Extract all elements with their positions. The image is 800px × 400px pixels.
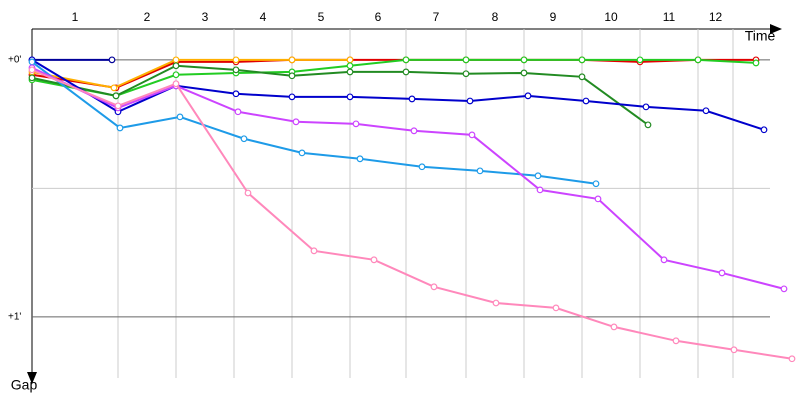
x-tick-label: 9 (550, 10, 557, 24)
data-point (578, 56, 586, 64)
series (28, 62, 652, 129)
series-line (31, 61, 597, 185)
data-point (642, 103, 650, 111)
data-point (402, 56, 410, 64)
data-point (636, 56, 644, 64)
series (28, 66, 796, 363)
x-tick-label: 1 (72, 10, 79, 24)
data-point (466, 97, 474, 105)
data-point (112, 92, 120, 100)
data-point (536, 186, 544, 194)
data-point (402, 68, 410, 76)
data-point (288, 93, 296, 101)
data-point (172, 62, 180, 70)
y-axis-label: Gap (11, 377, 38, 393)
y-tick-label: +1' (8, 312, 21, 323)
data-point (114, 102, 122, 110)
data-point (594, 195, 602, 203)
data-point (310, 247, 318, 255)
data-point (346, 56, 354, 64)
x-tick-label: 12 (709, 10, 723, 24)
series-line (31, 68, 793, 360)
x-tick-label: 5 (318, 10, 325, 24)
data-point (672, 337, 680, 345)
data-point (462, 70, 470, 78)
y-tick-label: +0' (8, 54, 21, 65)
data-point (292, 118, 300, 126)
data-point (578, 73, 586, 81)
data-point (232, 56, 240, 64)
data-point (356, 155, 364, 163)
series (28, 58, 600, 188)
data-point (346, 68, 354, 76)
data-point (298, 149, 306, 157)
data-point (520, 69, 528, 77)
data-point (534, 172, 542, 180)
data-point (352, 120, 360, 128)
x-tick-label: 7 (433, 10, 440, 24)
data-point (476, 167, 484, 175)
x-tick-label: 2 (144, 10, 151, 24)
series (28, 56, 768, 134)
data-point (702, 107, 710, 115)
data-point (462, 56, 470, 64)
x-tick-label: 3 (202, 10, 209, 24)
data-point (752, 59, 760, 67)
data-point (524, 92, 532, 100)
data-point (592, 180, 600, 188)
data-point (232, 90, 240, 98)
data-point (552, 304, 560, 312)
x-tick-label: 10 (604, 10, 618, 24)
data-point (468, 131, 476, 139)
series-line (31, 66, 785, 290)
data-point (28, 58, 36, 66)
data-point (244, 189, 252, 197)
data-point (370, 256, 378, 264)
data-point (116, 124, 124, 132)
x-tick-label: 11 (663, 10, 676, 24)
data-point (788, 355, 796, 363)
data-point (172, 80, 180, 88)
data-point (172, 71, 180, 79)
data-point (108, 56, 116, 64)
data-point (240, 135, 248, 143)
data-point (760, 126, 768, 134)
data-point (418, 163, 426, 171)
data-point (718, 269, 726, 277)
data-point (346, 93, 354, 101)
data-point (730, 346, 738, 354)
data-point (430, 283, 438, 291)
data-point (288, 56, 296, 64)
data-point (234, 108, 242, 116)
x-axis-label: Time (745, 28, 776, 44)
x-tick-label: 8 (492, 10, 499, 24)
series (28, 56, 116, 64)
data-point (232, 66, 240, 74)
data-point (346, 62, 354, 70)
data-point (288, 72, 296, 80)
series-line (31, 58, 765, 131)
y-axis-arrow (27, 372, 37, 384)
data-point (28, 66, 36, 74)
data-point (610, 323, 618, 331)
series-line (31, 58, 350, 89)
data-point (660, 256, 668, 264)
data-point (410, 127, 418, 135)
data-point (582, 97, 590, 105)
series-line (31, 64, 649, 126)
data-point (644, 121, 652, 129)
x-tick-label: 4 (260, 10, 267, 24)
data-point (408, 95, 416, 103)
data-point (694, 56, 702, 64)
data-point (110, 84, 118, 92)
x-tick-label: 6 (375, 10, 382, 24)
data-point (172, 56, 180, 64)
data-point (28, 74, 36, 82)
data-point (780, 285, 788, 293)
data-point (520, 56, 528, 64)
x-axis-arrow (770, 24, 782, 34)
data-point (176, 113, 184, 121)
data-point (492, 299, 500, 307)
